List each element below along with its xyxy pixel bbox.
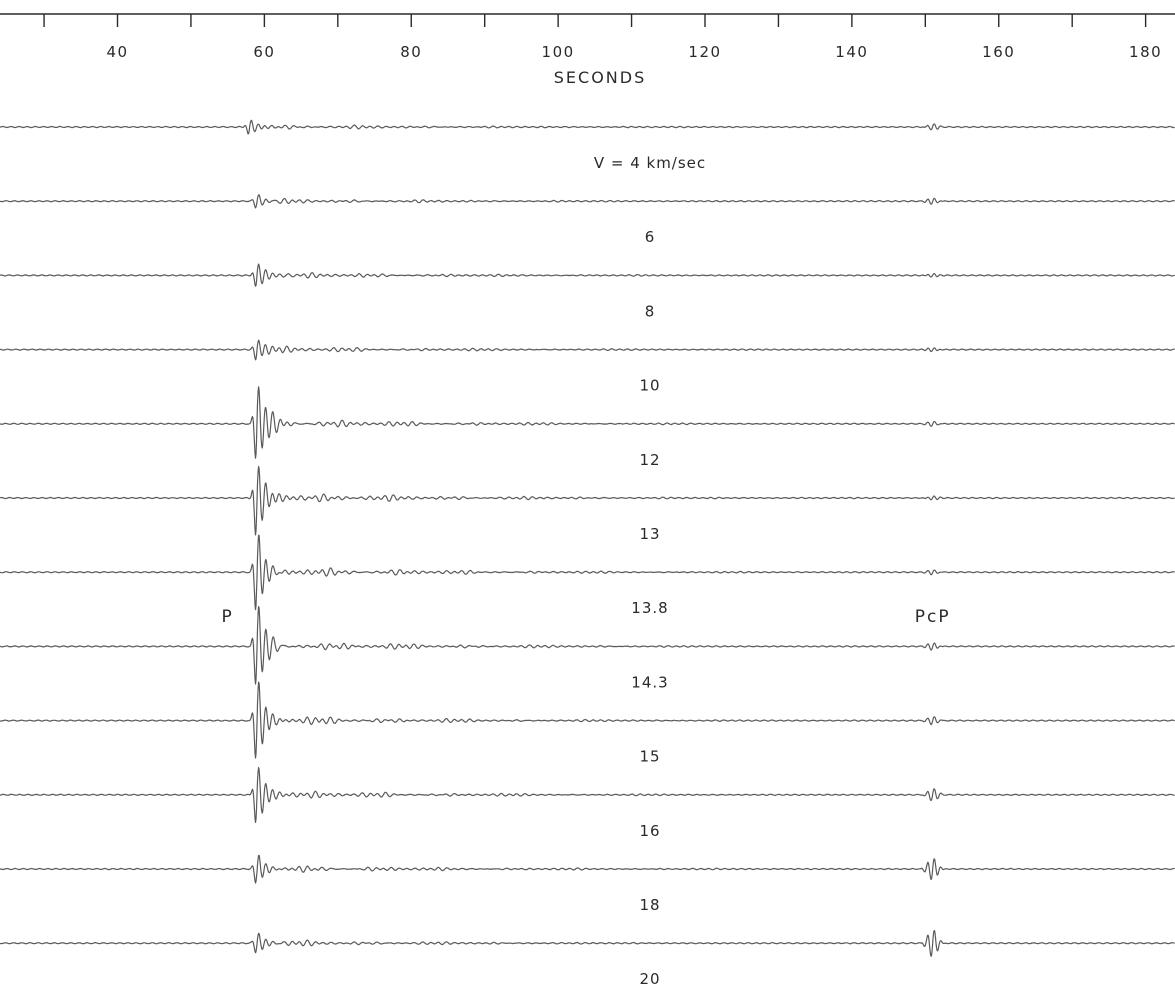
seismogram-trace-2 bbox=[0, 194, 1175, 209]
seismogram-trace-6 bbox=[0, 465, 1175, 536]
seismogram-trace-10 bbox=[0, 767, 1175, 823]
phase-label-pcp: PcP bbox=[915, 607, 951, 627]
phase-labels: P PcP bbox=[222, 607, 951, 627]
x-tick-label-80: 80 bbox=[400, 43, 422, 61]
velocity-label-2: 6 bbox=[645, 228, 656, 246]
x-tick-label-100: 100 bbox=[542, 43, 575, 61]
velocity-label-6: 13 bbox=[639, 525, 660, 543]
x-tick-label-120: 120 bbox=[688, 43, 721, 61]
velocity-labels: V = 4 km/sec 6 8 10 12 13 13.8 14.3 15 16 18 20 bbox=[594, 154, 706, 988]
seismogram-trace-8 bbox=[0, 606, 1175, 685]
seismogram-trace-7 bbox=[0, 534, 1175, 611]
velocity-label-12: 20 bbox=[639, 970, 660, 988]
x-tick-label-180: 180 bbox=[1129, 43, 1162, 61]
time-axis-ticks bbox=[43, 14, 1147, 27]
velocity-label-10: 16 bbox=[639, 822, 660, 840]
seismogram-trace-9 bbox=[0, 681, 1175, 759]
x-axis-title: SECONDS bbox=[554, 68, 646, 87]
x-tick-label-160: 160 bbox=[982, 43, 1015, 61]
seismogram-trace-11 bbox=[0, 854, 1175, 884]
velocity-label-5: 12 bbox=[639, 451, 660, 469]
velocity-label-8: 14.3 bbox=[631, 673, 668, 691]
seismogram-trace-4 bbox=[0, 339, 1175, 361]
seismogram-traces bbox=[0, 119, 1175, 957]
velocity-label-1: V = 4 km/sec bbox=[594, 154, 706, 172]
velocity-label-11: 18 bbox=[639, 896, 660, 914]
velocity-label-4: 10 bbox=[639, 377, 660, 395]
seismogram-trace-5 bbox=[0, 386, 1175, 459]
x-tick-label-40: 40 bbox=[106, 43, 128, 61]
time-axis: 40 60 80 100 120 140 160 180 SECONDS bbox=[0, 13, 1175, 87]
velocity-label-7: 13.8 bbox=[631, 599, 668, 617]
seismogram-trace-12 bbox=[0, 930, 1175, 957]
seismogram-trace-1 bbox=[0, 119, 1175, 135]
phase-label-p: P bbox=[222, 607, 234, 627]
x-tick-label-140: 140 bbox=[835, 43, 868, 61]
seismogram-trace-3 bbox=[0, 263, 1175, 287]
velocity-label-3: 8 bbox=[645, 302, 656, 320]
velocity-label-9: 15 bbox=[639, 748, 660, 766]
x-tick-label-60: 60 bbox=[253, 43, 275, 61]
time-axis-tick-labels: 40 60 80 100 120 140 160 180 bbox=[106, 43, 1162, 61]
